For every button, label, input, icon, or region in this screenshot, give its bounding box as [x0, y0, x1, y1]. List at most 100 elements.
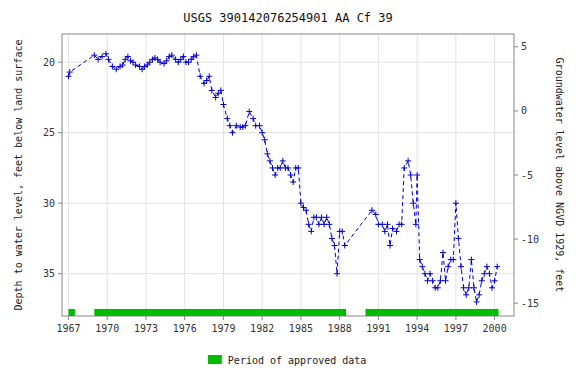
- data-point: [250, 116, 256, 122]
- data-point: [295, 165, 301, 171]
- y2-axis: 50-5-10-15Groundwater level above NGVD 1…: [514, 41, 565, 308]
- x-tick: [223, 316, 224, 320]
- approved-period: [94, 309, 346, 316]
- data-point: [103, 51, 109, 57]
- data-point: [262, 137, 268, 143]
- data-point: [157, 59, 163, 65]
- y-tick: [58, 203, 62, 204]
- approved-period: [68, 309, 74, 316]
- x-tick-label: 1994: [405, 323, 429, 334]
- y2-tick: [514, 239, 518, 240]
- x-tick: [494, 316, 495, 320]
- y2-tick: [514, 303, 518, 304]
- y2-tick: [514, 175, 518, 176]
- y2-tick-label: 5: [521, 41, 527, 52]
- legend-swatch: [208, 355, 222, 364]
- y-tick-label: 20: [43, 57, 55, 68]
- data-point: [169, 52, 175, 58]
- data-point: [324, 214, 330, 220]
- y-axis: 20253035Depth to water level, feet below…: [13, 40, 62, 311]
- title: USGS 390142076254901 AA Cf 39: [183, 11, 393, 25]
- x-tick-label: 1991: [366, 323, 390, 334]
- data-point: [227, 123, 233, 129]
- data-point: [242, 123, 248, 129]
- x-tick-label: 1997: [444, 323, 468, 334]
- y-tick: [58, 132, 62, 133]
- data-point: [91, 52, 97, 58]
- data-point: [65, 73, 71, 79]
- data-point: [382, 228, 388, 234]
- data-point: [481, 271, 487, 277]
- approved-period: [365, 309, 498, 316]
- plot-frame: [62, 34, 514, 316]
- data-point: [288, 172, 294, 178]
- data-point: [209, 87, 215, 93]
- y2-tick: [514, 46, 518, 47]
- y2-tick-label: -5: [521, 170, 533, 181]
- grid-line-y: [62, 132, 514, 133]
- data-point: [486, 271, 492, 277]
- data-point: [437, 278, 443, 284]
- data-point: [453, 200, 459, 206]
- x-tick-label: 1973: [134, 323, 158, 334]
- x-tick: [455, 316, 456, 320]
- data-point: [220, 102, 226, 108]
- y-tick-label: 30: [43, 198, 55, 209]
- markers: [65, 51, 500, 305]
- data-point: [257, 123, 263, 129]
- data-point: [193, 52, 199, 58]
- x-axis: 1967197019731976197919821985198819911994…: [56, 316, 506, 334]
- x-tick: [300, 316, 301, 320]
- x-tick-label: 1967: [56, 323, 80, 334]
- grid: [62, 34, 514, 316]
- y2-axis-label: Groundwater level above NGVD 1929, feet: [554, 58, 565, 293]
- data-point: [326, 221, 332, 227]
- data-point: [417, 257, 423, 263]
- approved-periods: [68, 309, 498, 316]
- y-axis-label: Depth to water level, feet below land su…: [13, 40, 24, 311]
- x-tick: [145, 316, 146, 320]
- data-point: [206, 73, 212, 79]
- data-point: [331, 243, 337, 249]
- legend: Period of approved data: [208, 355, 366, 366]
- data-point: [120, 62, 126, 68]
- x-tick-label: 1976: [173, 323, 197, 334]
- y2-tick-label: -10: [521, 234, 539, 245]
- data-point: [259, 130, 265, 136]
- x-tick: [68, 316, 69, 320]
- data-point: [339, 228, 345, 234]
- grid-line-y: [62, 203, 514, 204]
- data-point: [424, 278, 430, 284]
- data-point: [435, 285, 441, 291]
- data-point: [494, 264, 500, 270]
- data-point: [492, 278, 498, 284]
- y-tick-label: 25: [43, 127, 55, 138]
- data-point: [427, 271, 433, 277]
- x-tick-label: 1985: [289, 323, 313, 334]
- background: [0, 0, 576, 384]
- x-tick: [184, 316, 185, 320]
- data-point: [384, 221, 390, 227]
- data-point: [334, 271, 340, 277]
- data-point: [285, 165, 291, 171]
- data-point: [479, 278, 485, 284]
- x-tick: [378, 316, 379, 320]
- data-point: [440, 250, 446, 256]
- data-point: [229, 130, 235, 136]
- data-point: [67, 69, 73, 75]
- data-point: [277, 165, 283, 171]
- data-point: [419, 264, 425, 270]
- data-point: [319, 214, 325, 220]
- data-point: [474, 299, 480, 305]
- legend-label: Period of approved data: [228, 355, 366, 366]
- data-point: [455, 235, 461, 241]
- data-point: [180, 54, 186, 60]
- data-point: [450, 257, 456, 263]
- data-point: [458, 264, 464, 270]
- data-point: [342, 243, 348, 249]
- data-point: [224, 116, 230, 122]
- x-tick: [262, 316, 263, 320]
- data-point: [414, 172, 420, 178]
- data-point: [313, 214, 319, 220]
- data-point: [387, 243, 393, 249]
